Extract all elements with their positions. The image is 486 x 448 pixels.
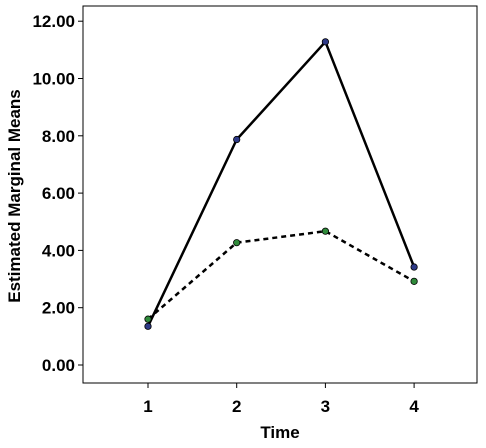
y-tick-label: 2.00 [42, 299, 75, 318]
series-2-point [410, 277, 418, 285]
y-tick-label: 0.00 [42, 356, 75, 375]
x-axis: 1 2 3 4 [143, 383, 419, 416]
y-tick-label: 4.00 [42, 241, 75, 260]
plot-frame [82, 5, 478, 384]
series-line-1 [146, 40, 416, 327]
y-tick-label: 12.00 [32, 12, 75, 31]
y-tick-label: 6.00 [42, 184, 75, 203]
y-tick-label: 8.00 [42, 127, 75, 146]
y-axis-title: Estimated Marginal Means [5, 89, 24, 303]
series-1-point [144, 322, 152, 330]
series-1-point [321, 38, 329, 46]
series-2-point [233, 239, 241, 247]
y-tick-label: 10.00 [32, 70, 75, 89]
x-tick-label: 4 [409, 397, 419, 416]
series-1-point [233, 135, 241, 144]
x-tick-label: 3 [321, 397, 330, 416]
y-axis: 0.00 2.00 4.00 6.00 8.00 10.00 12.00 [32, 12, 83, 375]
x-axis-title: Time [260, 423, 299, 442]
series-1-point [410, 263, 418, 271]
series-line-2 [147, 229, 415, 321]
series-layer [144, 38, 418, 330]
series-2-point [321, 227, 329, 235]
plot-area-border [82, 5, 478, 384]
x-tick-label: 2 [232, 397, 241, 416]
x-tick-label: 1 [143, 397, 152, 416]
series-2-point [144, 315, 152, 323]
